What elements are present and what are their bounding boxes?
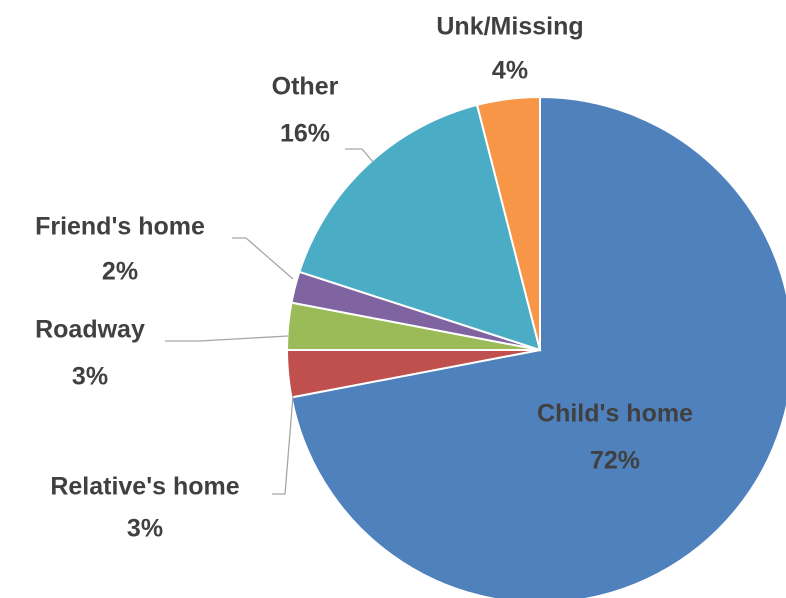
slice-value-label: 3% (72, 363, 108, 391)
pie (285, 95, 786, 598)
slice-value-label: 2% (102, 258, 138, 286)
leader-lines (165, 148, 374, 495)
slice-label: Unk/Missing (436, 13, 583, 41)
slice-value-label: 16% (280, 120, 330, 148)
slice-label: Roadway (35, 316, 145, 344)
slice-label: Child's home (537, 400, 693, 428)
pie-slice (298, 103, 542, 352)
slice-value-label: 3% (127, 515, 163, 543)
leader-line (345, 148, 374, 163)
leader-line (272, 395, 294, 495)
slice-value-label: 4% (492, 57, 528, 85)
slice-value-label: 72% (590, 447, 640, 475)
pie-slice (475, 95, 541, 351)
leader-line (232, 237, 294, 280)
slice-label: Friend's home (35, 213, 205, 241)
slice-label: Relative's home (50, 473, 239, 501)
leader-line (165, 335, 289, 342)
slice-label: Other (272, 73, 339, 101)
pie-slice (290, 95, 786, 598)
